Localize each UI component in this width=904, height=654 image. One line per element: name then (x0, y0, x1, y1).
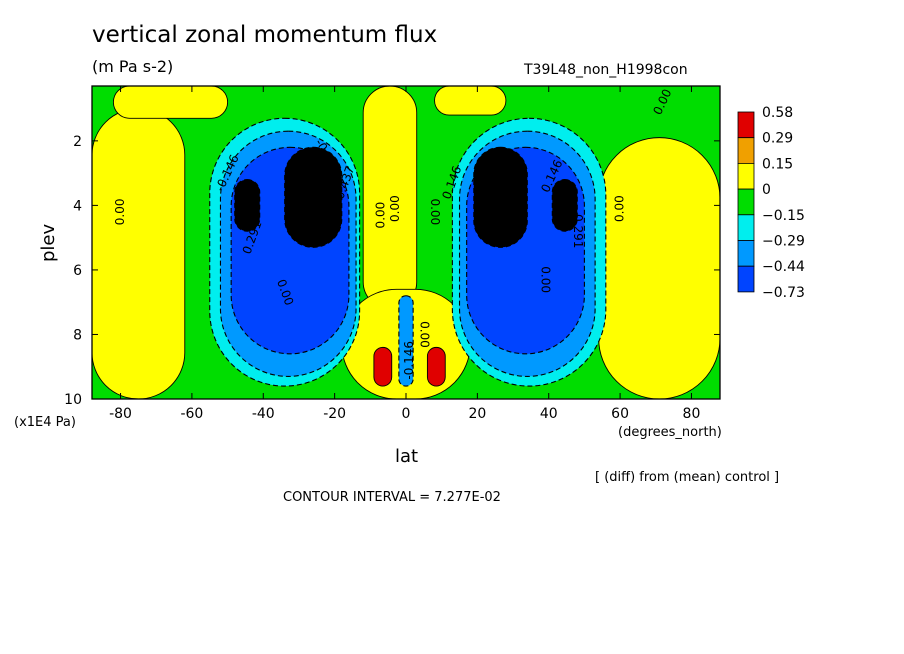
color-legend: 0.58 0.29 0.15 0 −0.15 −0.29 −0.44 −0.73 (737, 105, 805, 301)
contour-label-12: 0.291 (571, 214, 585, 248)
contour-label-13: 0.00 (613, 195, 627, 222)
contour-label-5: 0.00 (374, 202, 388, 229)
contour-label-17: 0.00 (417, 321, 431, 348)
legend-level-5: −0.29 (762, 234, 805, 250)
contour-label-16: 0.00 (539, 266, 553, 293)
contour-label-7: 0.00 (428, 198, 442, 225)
chart-title: vertical zonal momentum flux (92, 22, 438, 48)
legend-level-1: 0.29 (762, 131, 793, 147)
legend-level-7: −0.73 (762, 285, 805, 301)
legend-level-4: −0.15 (762, 208, 805, 224)
contour-label-9: 0.291 (507, 175, 521, 209)
x-tick-label-0: -80 (109, 406, 132, 422)
contour-region-pos-3 (434, 86, 507, 116)
legend-swatch-2 (737, 162, 755, 190)
y-tick-label-2: 6 (73, 263, 82, 279)
chart-units: (m Pa s-2) (92, 57, 174, 76)
y-tick-label-4: 10 (64, 392, 82, 408)
x-tick-label-3: -20 (323, 406, 346, 422)
contour-region-pos-0 (92, 108, 186, 399)
x-tick-label-8: 80 (683, 406, 701, 422)
run-label: T39L48_non_H1998con (524, 62, 688, 78)
legend-swatch-5 (737, 240, 755, 267)
contour-label-4: 0.00 (113, 198, 127, 225)
x-axis-label: lat (395, 446, 419, 467)
contour-region-pos-8 (373, 346, 393, 387)
contour-region-pos-4 (598, 137, 720, 399)
diff-note: [ (diff) from (mean) control ] (595, 470, 780, 485)
legend-level-0: 0.58 (762, 105, 793, 121)
plot-area (92, 86, 720, 399)
x-axis-unit: (degrees_north) (618, 425, 722, 440)
contour-region-neg-19 (551, 179, 578, 232)
contour-interval: CONTOUR INTERVAL = 7.277E-02 (283, 490, 501, 505)
legend-swatch-3 (737, 188, 755, 216)
y-tick-label-3: 8 (73, 327, 82, 343)
x-tick-label-2: -40 (252, 406, 275, 422)
legend-swatch-0 (737, 111, 755, 139)
contour-region-neg-13 (284, 146, 343, 248)
x-tick-label-4: 0 (402, 406, 411, 422)
contour-region-neg-18 (473, 146, 528, 248)
y-tick-label-1: 4 (73, 198, 82, 214)
legend-level-6: −0.44 (762, 259, 805, 275)
legend-level-2: 0.15 (762, 156, 793, 172)
contour-region-pos-9 (426, 346, 446, 387)
x-tick-label-7: 60 (611, 406, 629, 422)
x-tick-label-5: 20 (468, 406, 486, 422)
y-tick-label-0: 2 (73, 134, 82, 150)
axes: -80 -60 -40 -20 0 20 40 60 80 2 4 6 8 10 (64, 86, 720, 422)
y-axis-unit: (x1E4 Pa) (14, 415, 76, 430)
legend-swatch-4 (737, 214, 755, 241)
contour-region-pos-1 (112, 86, 229, 119)
contour-label-18: -0.146 (402, 341, 416, 380)
contour-label-6: 0.00 (388, 195, 402, 222)
legend-swatch-6 (737, 265, 755, 293)
contour-label-10: 0.00 (499, 202, 513, 229)
legend-level-3: 0 (762, 182, 771, 198)
contour-region-neg-20 (398, 295, 414, 387)
contour-region-neg-14 (234, 179, 261, 232)
legend-swatch-1 (737, 137, 755, 164)
x-tick-label-6: 40 (540, 406, 558, 422)
x-tick-label-1: -60 (180, 406, 203, 422)
